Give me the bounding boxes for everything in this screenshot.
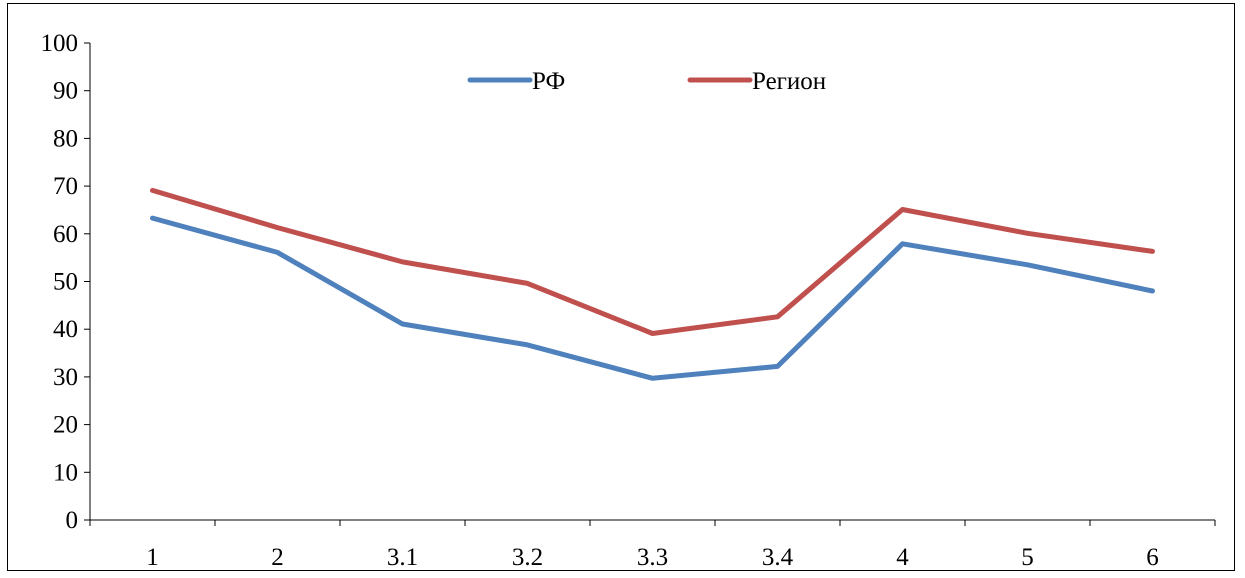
x-tick-label: 3.1 bbox=[387, 544, 418, 571]
y-tick-label: 60 bbox=[53, 221, 78, 248]
x-tick-label: 3.2 bbox=[512, 544, 543, 571]
legend-label-0: РФ bbox=[532, 68, 565, 95]
legend-label-1: Регион bbox=[752, 68, 826, 95]
y-tick-label: 10 bbox=[53, 459, 78, 486]
y-tick-label: 40 bbox=[53, 316, 78, 343]
series-line-0 bbox=[150, 215, 1155, 381]
y-tick-label: 30 bbox=[53, 364, 78, 391]
legend: РФ Регион bbox=[467, 68, 826, 95]
x-axis: 1 2 3.1 3.2 3.3 3.4 4 5 6 bbox=[89, 519, 1216, 571]
series-line-1 bbox=[150, 187, 1155, 336]
x-tick-label: 1 bbox=[146, 544, 159, 571]
y-tick-label: 90 bbox=[53, 78, 78, 105]
y-tick-label: 0 bbox=[66, 507, 79, 534]
x-tick-label: 5 bbox=[1021, 544, 1034, 571]
chart-frame bbox=[7, 3, 1235, 571]
x-tick-label: 6 bbox=[1146, 544, 1159, 571]
y-tick-label: 80 bbox=[53, 125, 78, 152]
y-tick-label: 50 bbox=[53, 269, 78, 296]
y-tick-label: 100 bbox=[41, 30, 79, 57]
y-tick-label: 70 bbox=[53, 173, 78, 200]
x-tick-label: 3.4 bbox=[762, 544, 794, 571]
x-tick-label: 4 bbox=[896, 544, 909, 571]
x-tick-label: 3.3 bbox=[637, 544, 668, 571]
y-tick-label: 20 bbox=[53, 412, 78, 439]
x-tick-label: 2 bbox=[271, 544, 284, 571]
y-axis: 0 10 20 30 40 50 60 70 80 90 100 bbox=[41, 30, 91, 534]
series-lines bbox=[150, 187, 1155, 381]
